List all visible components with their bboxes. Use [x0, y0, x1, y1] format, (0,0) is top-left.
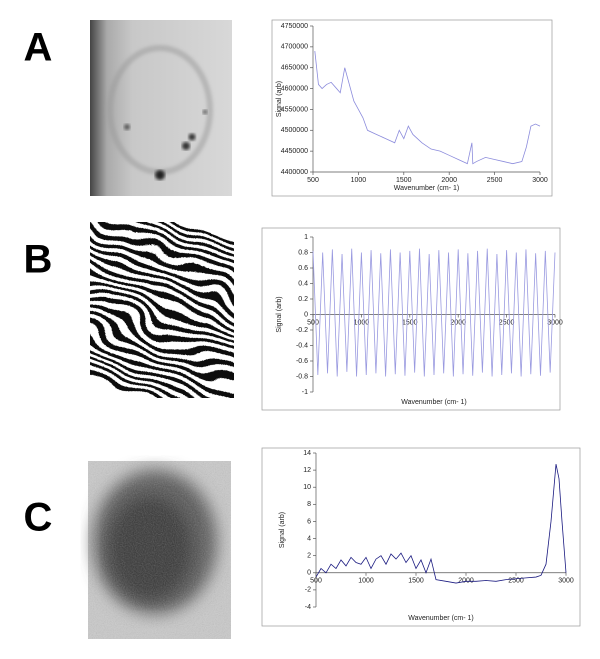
x-tick-label: 2000: [450, 319, 466, 326]
x-tick-label: 1000: [358, 578, 374, 585]
chart-frame: [271, 19, 553, 197]
y-tick-label: -0.8: [296, 373, 308, 380]
x-tick-label: 1500: [408, 578, 424, 585]
x-tick-label: 2000: [441, 177, 457, 184]
y-tick-label: 4650000: [281, 65, 308, 72]
image-a: [90, 20, 232, 196]
y-tick-label: 4450000: [281, 148, 308, 155]
y-tick-label: 8: [307, 501, 311, 508]
y-tick-label: 0: [304, 311, 308, 318]
y-tick-label: 10: [303, 484, 311, 491]
x-axis-label: Wavenumber (cm- 1): [401, 399, 466, 406]
y-tick-label: 0.6: [298, 265, 308, 272]
x-tick-label: 1500: [396, 177, 412, 184]
data-line: [314, 50, 541, 165]
x-tick-label: 2500: [508, 578, 524, 585]
x-tick-label: 3000: [532, 177, 548, 184]
y-tick-label: 4500000: [281, 127, 308, 134]
y-tick-label: 4: [307, 535, 311, 542]
data-line: [315, 464, 567, 584]
y-tick-label: 4400000: [281, 169, 308, 176]
image-b: [90, 222, 234, 398]
x-tick-label: 500: [310, 578, 322, 585]
x-tick-label: 1000: [354, 319, 370, 326]
y-tick-label: -0.2: [296, 327, 308, 334]
y-axis-label: Signal (arb): [276, 81, 283, 117]
panel-label: C: [24, 496, 53, 540]
y-tick-label: -1: [302, 389, 308, 396]
chart-frame: [261, 227, 561, 411]
x-tick-label: 2500: [487, 177, 503, 184]
x-tick-label: 500: [307, 319, 319, 326]
x-tick-label: 1000: [351, 177, 367, 184]
panel-label: B: [24, 238, 53, 282]
y-tick-label: 0.4: [298, 280, 308, 287]
x-tick-label: 1500: [402, 319, 418, 326]
x-tick-label: 3000: [547, 319, 563, 326]
y-tick-label: 14: [303, 450, 311, 457]
x-axis-label: Wavenumber (cm- 1): [394, 185, 459, 192]
y-tick-label: 12: [303, 467, 311, 474]
y-tick-label: 1: [304, 234, 308, 241]
y-tick-label: -4: [305, 604, 311, 611]
y-tick-label: 0: [307, 570, 311, 577]
x-axis-label: Wavenumber (cm- 1): [408, 615, 473, 622]
x-tick-label: 2500: [499, 319, 515, 326]
y-tick-label: 4750000: [281, 23, 308, 30]
panel-label: A: [24, 26, 53, 70]
data-line: [312, 248, 556, 377]
y-tick-label: 6: [307, 518, 311, 525]
y-tick-label: -0.6: [296, 358, 308, 365]
y-tick-label: -2: [305, 587, 311, 594]
y-axis-label: Signal (arb): [279, 512, 286, 548]
image-c: [88, 461, 231, 639]
chart-frame: [261, 447, 581, 627]
y-tick-label: 2: [307, 553, 311, 560]
x-tick-label: 500: [307, 177, 319, 184]
y-tick-label: 4550000: [281, 106, 308, 113]
y-tick-label: 4700000: [281, 44, 308, 51]
y-tick-label: -0.4: [296, 342, 308, 349]
y-tick-label: 0.8: [298, 249, 308, 256]
y-axis-label: Signal (arb): [276, 296, 283, 332]
y-tick-label: 0.2: [298, 296, 308, 303]
y-tick-label: 4600000: [281, 85, 308, 92]
x-tick-label: 3000: [558, 578, 574, 585]
